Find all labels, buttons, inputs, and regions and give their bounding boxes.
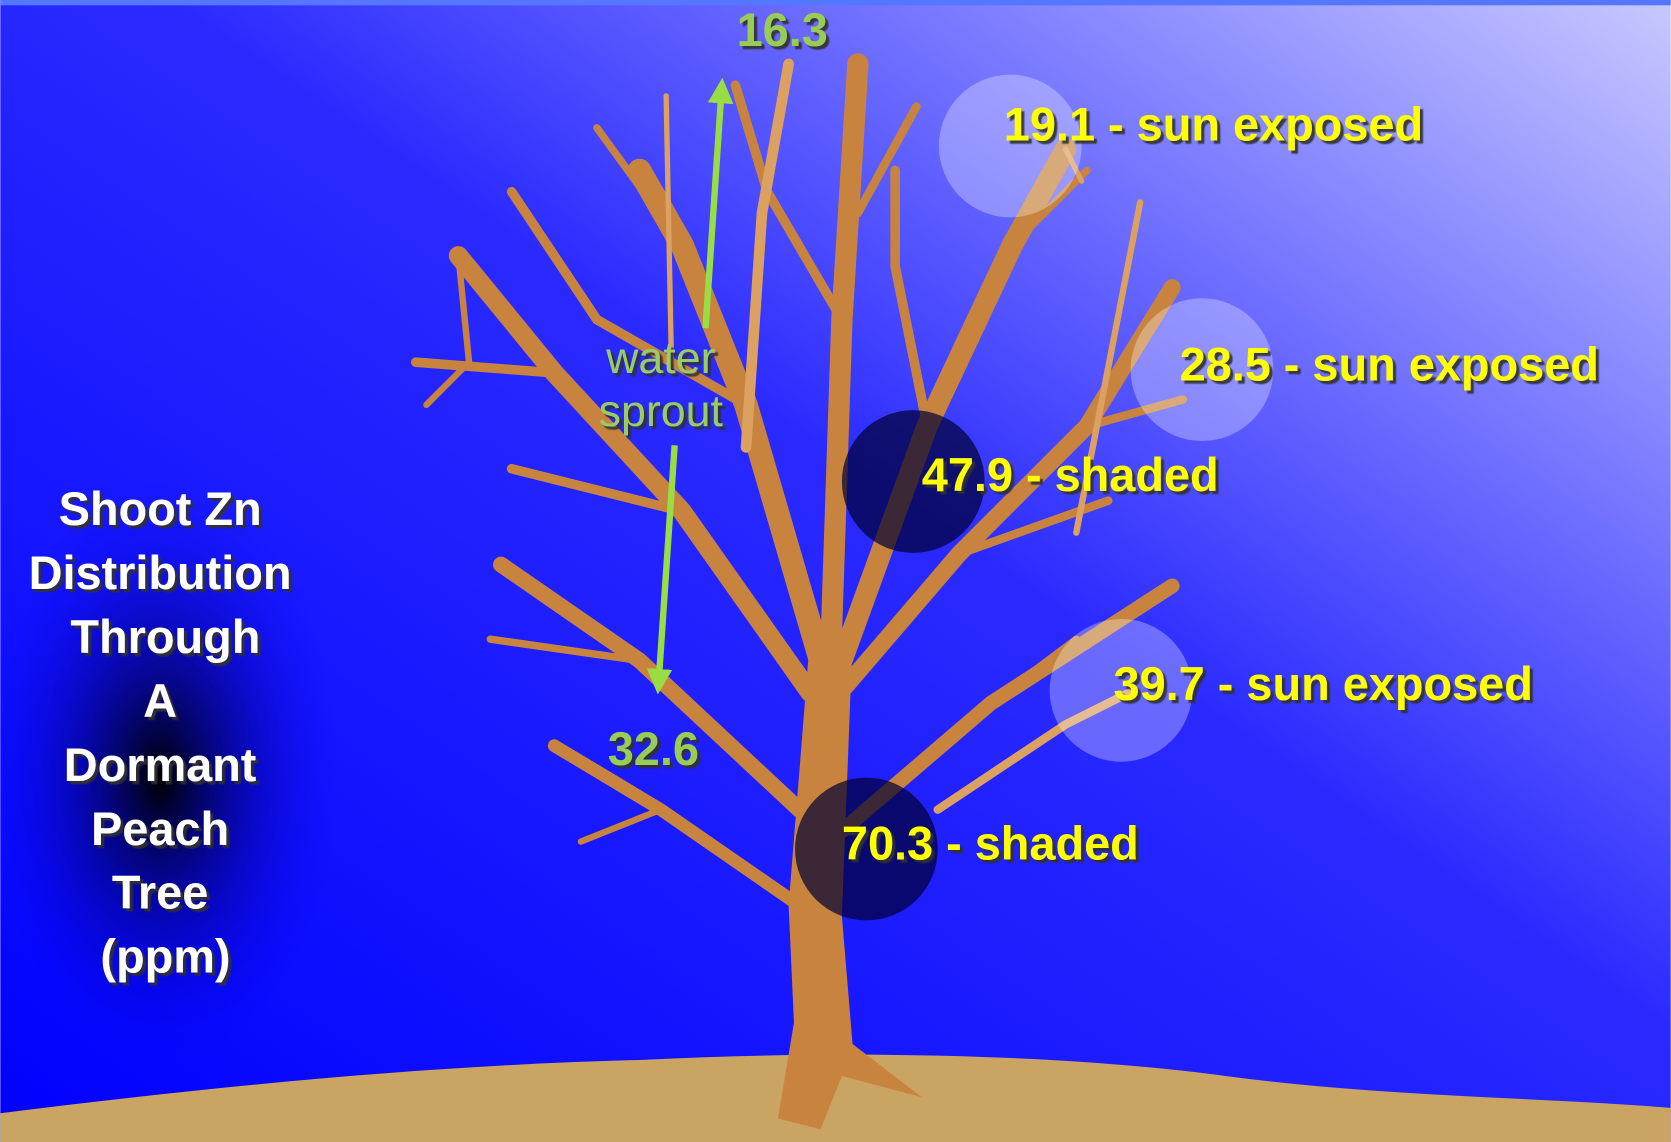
title: Shoot Zn Distribution Through A Dormant … bbox=[29, 483, 292, 982]
title-line: Dormant bbox=[64, 739, 257, 791]
water-sprout-label: sprout bbox=[599, 386, 724, 436]
title-glow bbox=[0, 479, 342, 1076]
water-sprout-top-value: 16.3 bbox=[737, 4, 828, 56]
shade-site-marker bbox=[795, 777, 938, 921]
sun-site-marker bbox=[1130, 298, 1274, 442]
title-line: (ppm) bbox=[100, 931, 230, 983]
site-label: 70.3 - shaded bbox=[842, 818, 1139, 870]
arrow bbox=[702, 77, 734, 329]
sun-site-marker bbox=[1049, 618, 1193, 762]
site-label: 19.1 - sun exposed bbox=[1004, 99, 1423, 151]
sun-site-marker bbox=[938, 74, 1082, 218]
title-line: Through bbox=[70, 611, 260, 663]
top-bar bbox=[0, 0, 1671, 6]
ground bbox=[0, 1054, 1671, 1142]
title-line: Shoot Zn bbox=[59, 483, 262, 535]
title-line: Peach bbox=[91, 803, 229, 855]
water-sprout-label: water bbox=[605, 333, 715, 383]
water-sprout-bottom-value: 32.6 bbox=[608, 723, 699, 775]
arrow bbox=[646, 445, 678, 695]
title-line: Tree bbox=[112, 867, 208, 919]
shade-site-marker bbox=[841, 410, 985, 553]
tree bbox=[410, 53, 1188, 1130]
site-label: 28.5 - sun exposed bbox=[1180, 338, 1599, 390]
site-label: 47.9 - shaded bbox=[922, 449, 1219, 501]
title-line: Distribution bbox=[29, 547, 292, 599]
site-label: 39.7 - sun exposed bbox=[1114, 658, 1533, 710]
title-line: A bbox=[143, 675, 177, 727]
